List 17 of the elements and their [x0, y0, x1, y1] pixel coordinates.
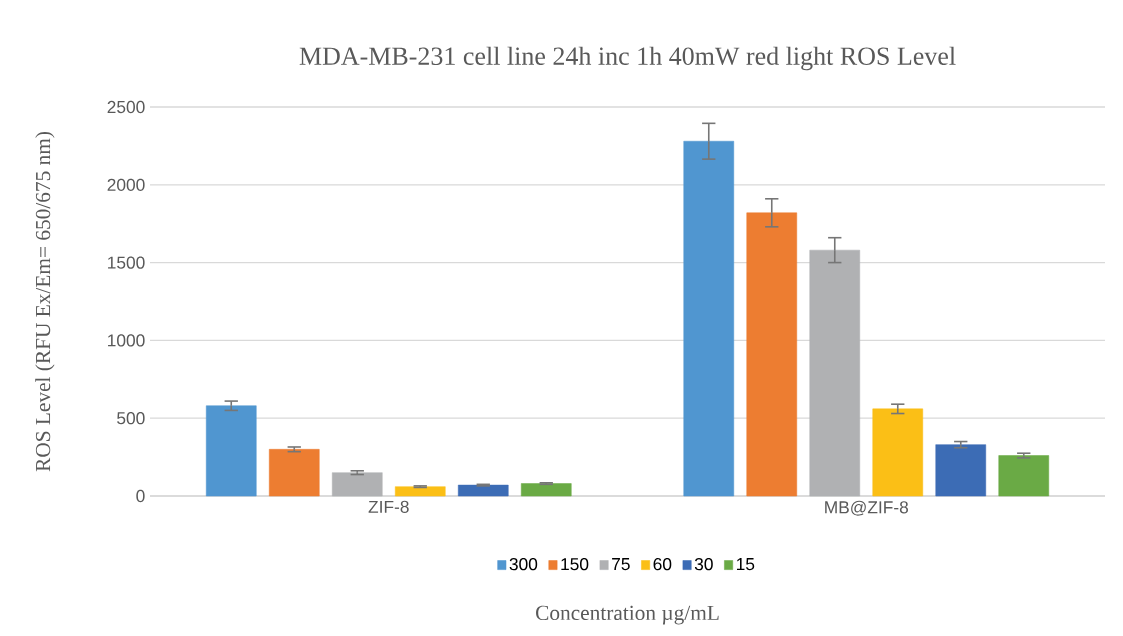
- chart-title: MDA-MB-231 cell line 24h inc 1h 40mW red light ROS Level: [299, 46, 956, 71]
- legend-label: 60: [653, 558, 672, 571]
- legend-label: 75: [612, 558, 630, 571]
- x-axis-title: Concentration µg/mL: [536, 605, 719, 625]
- legend-label: 15: [736, 558, 755, 571]
- legend-label: 150: [561, 558, 589, 571]
- y-tick-label: 1500: [108, 256, 145, 269]
- x-tick-label: MB@ZIF-8: [825, 500, 909, 516]
- y-tick-label: 2500: [107, 100, 145, 114]
- y-tick-label: 500: [117, 412, 145, 425]
- legend-label: 300: [509, 558, 538, 571]
- y-axis-title: ROS Level (RFU Ex/Em= 650/675 nm): [35, 131, 55, 472]
- y-tick-label: 1000: [108, 334, 145, 347]
- y-tick-label: 0: [136, 489, 145, 503]
- y-tick-label: 2000: [107, 178, 145, 191]
- legend-label: 30: [694, 558, 713, 571]
- x-tick-label: ZIF-8: [368, 500, 409, 513]
